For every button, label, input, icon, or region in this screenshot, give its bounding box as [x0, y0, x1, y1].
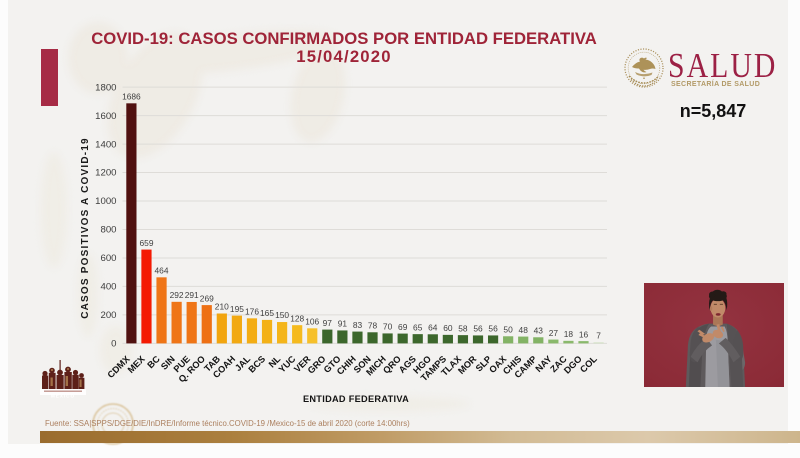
svg-text:210: 210 [215, 302, 229, 312]
svg-text:58: 58 [458, 323, 468, 333]
svg-text:CASOS POSITIVOS A COVID-19: CASOS POSITIVOS A COVID-19 [80, 137, 91, 319]
svg-text:292: 292 [170, 290, 184, 300]
svg-text:800: 800 [100, 225, 116, 236]
svg-text:BCS: BCS [247, 354, 268, 375]
svg-text:78: 78 [368, 321, 378, 331]
svg-text:MEX: MEX [126, 353, 148, 375]
svg-text:176: 176 [245, 307, 259, 317]
svg-text:97: 97 [323, 318, 333, 328]
svg-text:70: 70 [383, 322, 393, 332]
svg-text:7: 7 [596, 331, 601, 341]
svg-text:91: 91 [338, 319, 348, 329]
svg-text:1800: 1800 [95, 82, 116, 93]
svg-text:83: 83 [353, 320, 363, 330]
svg-text:1200: 1200 [95, 168, 116, 179]
svg-text:1600: 1600 [95, 111, 116, 122]
svg-text:600: 600 [100, 253, 116, 264]
svg-text:1000: 1000 [95, 196, 116, 207]
svg-text:200: 200 [100, 310, 116, 321]
svg-text:0: 0 [111, 339, 116, 350]
svg-text:128: 128 [290, 313, 304, 323]
svg-text:18: 18 [564, 329, 574, 339]
svg-text:27: 27 [549, 328, 559, 338]
svg-text:60: 60 [443, 323, 453, 333]
svg-text:269: 269 [200, 293, 214, 303]
svg-text:56: 56 [488, 324, 498, 334]
svg-text:1686: 1686 [122, 92, 141, 102]
svg-text:BC: BC [145, 354, 162, 371]
svg-text:659: 659 [140, 238, 154, 248]
svg-text:56: 56 [473, 324, 483, 334]
svg-text:400: 400 [100, 282, 116, 293]
svg-text:165: 165 [260, 308, 274, 318]
svg-text:50: 50 [503, 325, 513, 335]
svg-text:69: 69 [398, 322, 408, 332]
svg-text:464: 464 [155, 266, 169, 276]
svg-text:195: 195 [230, 304, 244, 314]
svg-text:291: 291 [185, 290, 199, 300]
svg-text:43: 43 [534, 326, 544, 336]
svg-text:65: 65 [413, 322, 423, 332]
svg-text:64: 64 [428, 323, 438, 333]
svg-text:16: 16 [579, 329, 589, 339]
svg-text:1400: 1400 [95, 139, 116, 150]
svg-text:COL: COL [578, 354, 599, 375]
svg-text:150: 150 [275, 310, 289, 320]
svg-text:MÉXICO: MÉXICO [51, 392, 75, 399]
svg-text:106: 106 [305, 317, 319, 327]
svg-text:48: 48 [519, 325, 529, 335]
svg-text:ENTIDAD FEDERATIVA: ENTIDAD FEDERATIVA [303, 394, 409, 404]
